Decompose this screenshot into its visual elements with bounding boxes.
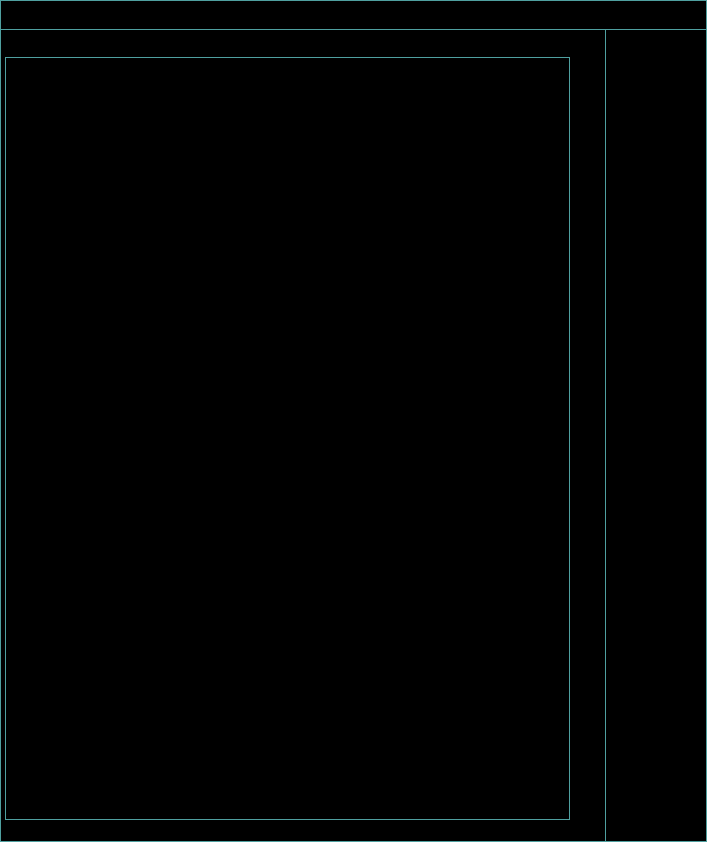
map-viewport-border: [5, 57, 570, 820]
panel-divider: [605, 29, 606, 842]
window-title: [0, 0, 707, 30]
radar-echo-canvas: [6, 58, 569, 819]
